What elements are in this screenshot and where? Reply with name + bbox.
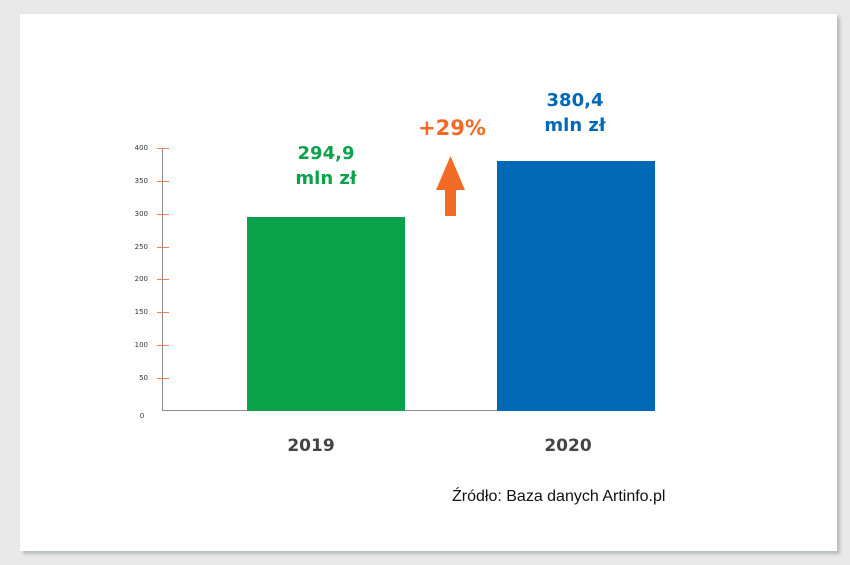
bar-2019-value-label: 294,9 mln zł xyxy=(266,141,386,191)
y-tick-label: 0 xyxy=(139,412,145,420)
y-tick xyxy=(157,181,169,182)
y-tick xyxy=(157,312,169,313)
bar-2020 xyxy=(497,161,655,411)
chart-card xyxy=(20,14,837,551)
bar-2019-value: 294,9 xyxy=(297,143,355,164)
y-tick-label: 150 xyxy=(134,308,148,316)
y-tick-label: 50 xyxy=(139,374,148,382)
x-category-2019: 2019 xyxy=(287,436,335,456)
y-tick xyxy=(157,247,169,248)
bar-2020-value: 380,4 xyxy=(546,90,604,111)
x-axis xyxy=(162,410,655,411)
growth-percentage: +29% xyxy=(418,116,486,140)
y-tick-label: 250 xyxy=(134,243,148,251)
bar-2019 xyxy=(247,217,405,411)
y-tick-label: 400 xyxy=(134,144,148,152)
bar-2020-value-label: 380,4 mln zł xyxy=(515,88,635,138)
y-tick xyxy=(157,345,169,346)
y-tick xyxy=(157,214,169,215)
y-tick-label: 100 xyxy=(134,341,148,349)
y-tick xyxy=(157,279,169,280)
arrow-up-icon xyxy=(436,156,465,216)
y-tick xyxy=(157,378,169,379)
x-category-2020: 2020 xyxy=(544,436,592,456)
y-tick-label: 300 xyxy=(134,210,148,218)
bar-2019-unit: mln zł xyxy=(295,168,357,189)
y-tick-label: 200 xyxy=(134,275,148,283)
bar-2020-unit: mln zł xyxy=(544,115,606,136)
source-note: Źródło: Baza danych Artinfo.pl xyxy=(452,488,666,505)
y-tick xyxy=(157,148,169,149)
y-tick-label: 350 xyxy=(134,177,148,185)
